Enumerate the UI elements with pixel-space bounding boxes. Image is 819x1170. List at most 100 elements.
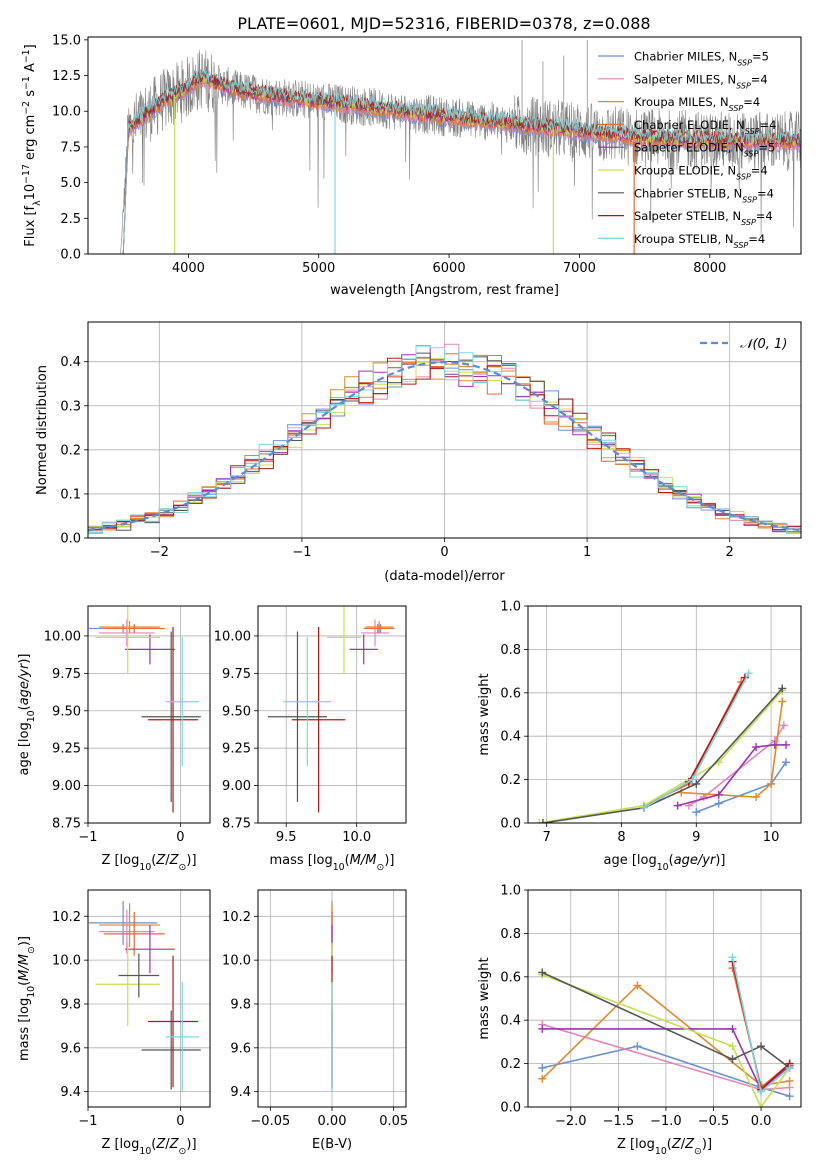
mass_vs_extinction-xtick-label: 0.00 bbox=[318, 1114, 347, 1129]
mass_vs_metallicity-xlabel: Z [log10(Z/Z⊙)] bbox=[101, 1137, 196, 1157]
spectrum-legend-label: Kroupa ELODIE, NSSP=4 bbox=[634, 164, 768, 182]
age_vs_metallicity-xtick-label: 0 bbox=[176, 830, 184, 845]
age_vs_metallicity-ytick-label: 8.75 bbox=[52, 817, 81, 832]
age_vs_metallicity-xtick-label: −1 bbox=[78, 830, 97, 845]
weight-series-line bbox=[541, 971, 791, 1069]
weight_vs_age-xtick-label: 7 bbox=[543, 830, 551, 845]
spectrum-model-line bbox=[122, 70, 801, 254]
age_vs_metallicity-frame bbox=[87, 605, 211, 824]
age_vs_mass-ytick-label: 8.75 bbox=[222, 817, 251, 832]
spectrum-ytick-label: 12.5 bbox=[52, 69, 81, 84]
spectrum-legend-label: Salpeter STELIB, NSSP=4 bbox=[634, 209, 773, 227]
residual_histogram-ytick-label: 0.2 bbox=[60, 443, 81, 458]
spectrum-legend-label: Salpeter MILES, NSSP=4 bbox=[634, 72, 768, 90]
weight_vs_metallicity-ytick-label: 0.0 bbox=[500, 1101, 521, 1116]
weight_vs_age-ytick-label: 0.6 bbox=[500, 686, 521, 701]
weight_vs_metallicity-ytick-label: 0.4 bbox=[500, 1014, 521, 1029]
weight_vs_age-ytick-label: 0.8 bbox=[500, 643, 521, 658]
weight_vs_metallicity-xtick-label: −1.0 bbox=[650, 1114, 682, 1129]
spectrum-xtick-label: 5000 bbox=[302, 261, 335, 276]
spectrum-legend-label: Kroupa STELIB, NSSP=4 bbox=[634, 232, 765, 250]
spectrum-plot-area bbox=[120, 39, 801, 254]
spectrum-legend-label: Chabrier MILES, NSSP=5 bbox=[634, 50, 769, 68]
mass_vs_metallicity-frame bbox=[87, 889, 211, 1108]
histogram-xlabel: (data-model)/error bbox=[384, 569, 505, 584]
mass_vs_metallicity-ytick-label: 10.0 bbox=[52, 954, 81, 969]
weight_vs_metallicity-ytick-label: 0.6 bbox=[500, 970, 521, 985]
residual_histogram-ytick-label: 0.1 bbox=[60, 487, 81, 502]
residual_histogram-xtick-label: −2 bbox=[150, 545, 169, 560]
age_vs_mass-ytick-label: 9.25 bbox=[222, 742, 251, 757]
spectrum-xtick-label: 7000 bbox=[563, 261, 596, 276]
weight_vs_metallicity-plot-area bbox=[538, 953, 794, 1107]
figure-title: PLATE=0601, MJD=52316, FIBERID=0378, z=0… bbox=[237, 14, 650, 33]
mass_vs_metallicity-xtick-label: 0 bbox=[176, 1114, 184, 1129]
spectrum-model-line bbox=[122, 68, 801, 254]
residual_histogram-xtick-label: −1 bbox=[292, 545, 311, 560]
age_vs_metallicity-ytick-label: 9.25 bbox=[52, 742, 81, 757]
residual_histogram-xtick-label: 0 bbox=[440, 545, 448, 560]
weight-series-line bbox=[542, 1045, 790, 1097]
age_vs_mass-ytick-label: 9.00 bbox=[222, 779, 251, 794]
weight-series-line bbox=[643, 677, 746, 809]
weight_vs_metallicity-ytick-label: 0.2 bbox=[500, 1057, 521, 1072]
spectrum-legend-label: Salpeter ELODIE, NSSP=5 bbox=[634, 141, 775, 159]
spectrum-legend-label: Kroupa MILES, NSSP=4 bbox=[634, 95, 760, 113]
weight_vs_age-xtick-label: 10 bbox=[763, 830, 780, 845]
weight_vs_metallicity-ylabel: mass weight bbox=[477, 957, 492, 1039]
residual_histogram-ytick-label: 0.0 bbox=[60, 532, 81, 547]
mass_vs_metallicity-ytick-label: 9.6 bbox=[60, 1041, 81, 1056]
weight_vs_metallicity-xlabel: Z [log10(Z/Z⊙)] bbox=[617, 1137, 712, 1157]
weight_vs_metallicity-ytick-label: 0.8 bbox=[500, 927, 521, 942]
weight_vs_metallicity-xtick-label: −0.5 bbox=[698, 1114, 730, 1129]
weight-series-line bbox=[542, 687, 783, 823]
weight_vs_age-xtick-label: 8 bbox=[617, 830, 625, 845]
spectrum-ytick-label: 10.0 bbox=[52, 105, 81, 120]
weight_vs_age-ytick-label: 0.2 bbox=[500, 773, 521, 788]
age_vs_mass-ytick-label: 9.75 bbox=[222, 667, 251, 682]
spectrum-xlabel: wavelength [Angstrom, rest frame] bbox=[330, 283, 559, 298]
mass_vs_extinction-ytick-label: 9.4 bbox=[230, 1085, 251, 1100]
age_vs_mass-xlabel: mass [log10(M/M⊙)] bbox=[270, 853, 395, 873]
spectrum-frame bbox=[87, 36, 802, 255]
residual_histogram-ytick-label: 0.4 bbox=[60, 355, 81, 370]
mass_vs_metallicity-ytick-label: 9.8 bbox=[60, 997, 81, 1012]
age_vs_metallicity-ylabel: age [log10(age/yr)] bbox=[17, 653, 37, 775]
age_vs_metallicity-ytick-label: 10.00 bbox=[44, 629, 81, 644]
spectrum-xtick-label: 4000 bbox=[172, 261, 205, 276]
age_vs_mass-xtick-label: 10.0 bbox=[342, 830, 371, 845]
mass_vs_metallicity-xtick-label: −1 bbox=[78, 1114, 97, 1129]
weight_vs_age-frame bbox=[527, 605, 802, 824]
spectrum-xtick-label: 8000 bbox=[693, 261, 726, 276]
weight_vs_metallicity-ytick-label: 1.0 bbox=[500, 884, 521, 899]
mass_vs_metallicity-plot-area bbox=[88, 900, 201, 1092]
weight_vs_age-plot-area bbox=[535, 669, 791, 823]
weight_vs_age-ytick-label: 0.4 bbox=[500, 730, 521, 745]
age_vs_mass-xtick-label: 9.5 bbox=[276, 830, 297, 845]
weight-series-line bbox=[539, 690, 783, 823]
histogram-legend-label: 𝒩(0, 1) bbox=[740, 337, 787, 352]
spectrum-legend-label: Chabrier ELODIE, NSSP=4 bbox=[634, 118, 776, 136]
residual_histogram-xtick-label: 2 bbox=[726, 545, 734, 560]
age_vs_mass-plot-area bbox=[267, 606, 395, 813]
weight-series-line bbox=[643, 681, 742, 807]
mass_vs_extinction-xlabel: E(B-V) bbox=[312, 1137, 352, 1152]
residual_histogram-xtick-label: 1 bbox=[583, 545, 591, 560]
histogram-ylabel: Normed distribution bbox=[35, 365, 50, 495]
age_vs_mass-ytick-label: 10.00 bbox=[214, 629, 251, 644]
mass_vs_extinction-ytick-label: 10.0 bbox=[222, 954, 251, 969]
weight_vs_metallicity-frame bbox=[527, 889, 802, 1108]
spectrum-ytick-label: 0.0 bbox=[60, 248, 81, 263]
age_vs_metallicity-plot-area bbox=[88, 606, 201, 813]
residual_histogram-ytick-label: 0.3 bbox=[60, 399, 81, 414]
age_vs_metallicity-ytick-label: 9.75 bbox=[52, 667, 81, 682]
weight_vs_age-xlabel: age [log10(age/yr)] bbox=[603, 853, 725, 873]
mass_vs_metallicity-ytick-label: 10.2 bbox=[52, 910, 81, 925]
weight-series-line bbox=[696, 761, 787, 813]
normal-curve-line bbox=[88, 360, 801, 532]
mass_vs_extinction-xtick-label: −0.05 bbox=[250, 1114, 290, 1129]
spectrum-ytick-label: 2.5 bbox=[60, 212, 81, 227]
mass_vs_extinction-ytick-label: 9.6 bbox=[230, 1041, 251, 1056]
age_vs_mass-ytick-label: 9.50 bbox=[222, 704, 251, 719]
